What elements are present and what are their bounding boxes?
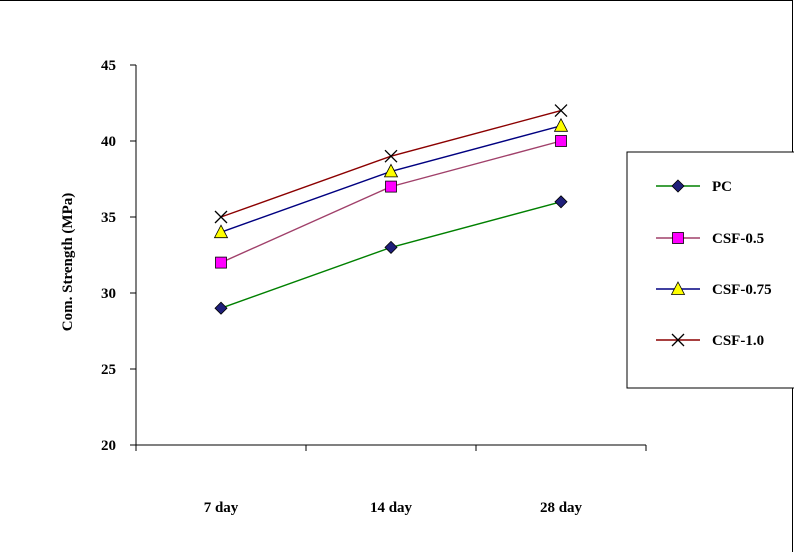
legend-marker xyxy=(672,232,684,244)
y-tick-label: 30 xyxy=(101,286,116,302)
series-csf-1-0 xyxy=(214,104,568,224)
series-line xyxy=(220,125,562,233)
x-tick-label: 14 day xyxy=(370,500,413,516)
series-layer xyxy=(213,104,569,315)
legend-marker xyxy=(671,333,685,347)
data-point-marker xyxy=(213,224,229,239)
legend-label: CSF-1.0 xyxy=(712,333,764,349)
legend-label: CSF-0.75 xyxy=(712,282,772,298)
series-pc xyxy=(214,195,568,315)
y-tick-label: 20 xyxy=(101,438,116,454)
y-tick-label: 35 xyxy=(101,210,116,226)
data-point-marker xyxy=(214,301,228,315)
series-csf-0-5 xyxy=(215,135,567,269)
legend: PC CSF-0.5 CSF-0.75 CSF-1.0 xyxy=(626,151,794,389)
y-axis-title: Com. Strength (MPa) xyxy=(60,193,76,331)
series-csf-0-75 xyxy=(213,117,569,239)
x-tick-label: 7 day xyxy=(204,500,239,516)
data-point-marker xyxy=(215,256,227,269)
legend-label: CSF-0.5 xyxy=(712,231,764,247)
data-point-marker xyxy=(554,104,568,118)
data-point-marker xyxy=(554,195,568,209)
y-tick-label: 25 xyxy=(101,362,116,378)
data-point-marker xyxy=(384,149,398,163)
legend-item: CSF-0.5 xyxy=(656,231,764,247)
data-point-marker xyxy=(555,135,567,147)
y-tick-label: 40 xyxy=(101,134,116,150)
legend-marker xyxy=(670,281,686,295)
x-tick-label: 28 day xyxy=(540,500,583,516)
data-point-marker xyxy=(385,180,397,193)
y-tick-label: 45 xyxy=(101,58,116,74)
data-point-marker xyxy=(384,240,398,254)
series-line xyxy=(220,201,562,309)
data-point-marker xyxy=(383,163,399,178)
legend-label: PC xyxy=(712,179,732,195)
data-point-marker xyxy=(214,210,228,224)
legend-item: PC xyxy=(656,179,732,195)
data-point-marker xyxy=(553,117,569,132)
axes: 20 25 30 35 40 45 7 day 14 day 28 day xyxy=(101,58,647,516)
legend-item: CSF-0.75 xyxy=(656,281,772,298)
legend-marker xyxy=(671,179,685,193)
legend-item: CSF-1.0 xyxy=(656,333,764,349)
legend-box xyxy=(626,151,794,389)
